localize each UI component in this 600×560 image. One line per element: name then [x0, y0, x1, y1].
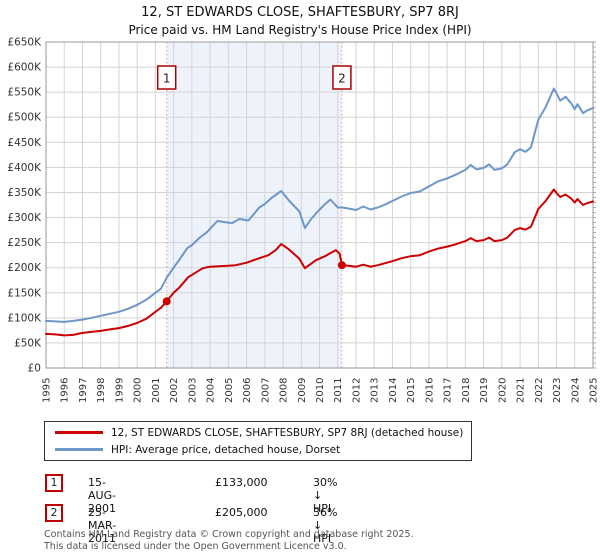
- svg-text:1: 1: [163, 72, 171, 86]
- transaction-1-hpi-delta: 30% ↓ HPI: [313, 476, 338, 515]
- svg-text:2021: 2021: [516, 378, 527, 403]
- svg-text:2015: 2015: [406, 378, 417, 403]
- price-chart: 1 2 £0 £50K £100K £150K £200K £250K £300K £350K £4…: [7, 37, 600, 404]
- svg-text:£200K: £200K: [7, 262, 42, 274]
- svg-text:£450K: £450K: [7, 137, 42, 149]
- svg-text:2005: 2005: [224, 378, 235, 403]
- svg-text:2008: 2008: [279, 378, 290, 403]
- svg-text:£550K: £550K: [7, 87, 42, 99]
- svg-text:1999: 1999: [114, 378, 125, 403]
- svg-text:2019: 2019: [479, 378, 490, 403]
- svg-text:1997: 1997: [78, 378, 89, 403]
- svg-text:2020: 2020: [497, 378, 508, 403]
- transaction-2-date: 25-MAR-2011: [88, 506, 117, 545]
- svg-text:2: 2: [338, 72, 346, 86]
- hpi-line-swatch: [55, 448, 103, 451]
- license-footer: Contains HM Land Registry data © Crown c…: [44, 529, 414, 552]
- transaction-2-hpi-delta: 36% ↓ HPI: [313, 506, 338, 545]
- svg-text:£350K: £350K: [7, 187, 42, 199]
- transaction-2-price: £205,000: [215, 506, 268, 519]
- svg-text:£600K: £600K: [7, 62, 42, 74]
- transaction-1-number-badge: 1: [45, 474, 63, 492]
- svg-text:2007: 2007: [260, 378, 271, 403]
- svg-text:2022: 2022: [534, 378, 545, 403]
- svg-text:£500K: £500K: [7, 112, 42, 124]
- svg-text:£50K: £50K: [14, 337, 42, 349]
- svg-text:1996: 1996: [60, 378, 71, 403]
- footer-line-1: Contains HM Land Registry data © Crown c…: [44, 529, 414, 540]
- svg-text:2011: 2011: [333, 378, 344, 403]
- legend-label-hpi: HPI: Average price, detached house, Dors…: [111, 443, 341, 456]
- transaction-1-date: 15-AUG-2001: [88, 476, 117, 515]
- svg-text:2003: 2003: [187, 378, 198, 403]
- legend-label-property: 12, ST EDWARDS CLOSE, SHAFTESBURY, SP7 8…: [111, 426, 464, 439]
- chart-legend: 12, ST EDWARDS CLOSE, SHAFTESBURY, SP7 8…: [44, 421, 472, 461]
- svg-text:2018: 2018: [461, 378, 472, 403]
- svg-text:2000: 2000: [133, 378, 144, 403]
- svg-text:2013: 2013: [370, 378, 381, 403]
- svg-text:2012: 2012: [351, 378, 362, 403]
- svg-text:2024: 2024: [570, 378, 581, 403]
- svg-text:2004: 2004: [206, 378, 217, 403]
- svg-text:2017: 2017: [443, 378, 454, 403]
- svg-text:£0: £0: [28, 363, 41, 375]
- svg-text:2001: 2001: [151, 378, 162, 403]
- svg-text:2014: 2014: [388, 378, 399, 403]
- svg-text:2006: 2006: [242, 378, 253, 403]
- svg-text:2016: 2016: [424, 378, 435, 403]
- transaction-1-price: £133,000: [215, 476, 268, 489]
- legend-row-property: 12, ST EDWARDS CLOSE, SHAFTESBURY, SP7 8…: [45, 425, 471, 441]
- svg-text:£650K: £650K: [7, 37, 42, 49]
- transaction-2-number-badge: 2: [45, 504, 63, 522]
- svg-text:2010: 2010: [315, 378, 326, 403]
- svg-text:1998: 1998: [96, 378, 107, 403]
- svg-text:£150K: £150K: [7, 287, 42, 299]
- page-title: 12, ST EDWARDS CLOSE, SHAFTESBURY, SP7 8…: [141, 5, 459, 20]
- svg-text:£400K: £400K: [7, 162, 42, 174]
- svg-text:1995: 1995: [42, 378, 53, 403]
- svg-text:2025: 2025: [589, 378, 600, 403]
- svg-text:£100K: £100K: [7, 312, 42, 324]
- page-subtitle: Price paid vs. HM Land Registry's House …: [128, 23, 472, 37]
- svg-text:2023: 2023: [552, 378, 563, 403]
- svg-text:£300K: £300K: [7, 212, 42, 224]
- svg-text:2009: 2009: [297, 378, 308, 403]
- legend-row-hpi: HPI: Average price, detached house, Dors…: [45, 442, 471, 458]
- property-line-swatch: [55, 431, 103, 434]
- footer-line-2: This data is licensed under the Open Gov…: [44, 540, 347, 552]
- svg-text:2002: 2002: [169, 378, 180, 403]
- svg-text:£250K: £250K: [7, 237, 42, 249]
